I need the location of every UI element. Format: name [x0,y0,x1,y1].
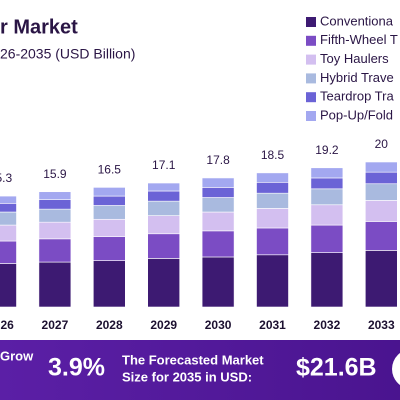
legend-swatch [306,92,316,103]
bar-segment [0,240,17,264]
bar-segment [147,233,180,259]
bar-segment [93,195,126,206]
x-tick-label: 2033 [368,318,395,332]
x-tick-label: 2027 [42,318,69,332]
bar-segment [93,187,126,197]
legend-swatch [306,54,316,65]
bar-segment [93,236,126,261]
legend: Conventiona Fifth-Wheel T Toy Haulers Hybri… [306,13,398,122]
bar-segment [256,182,289,194]
x-tick-label: 2032 [314,318,341,332]
bar-segment [310,188,344,206]
x-tick-label: 2031 [259,318,286,332]
bar-segment [310,177,344,190]
x-tick-label: 2026 [0,318,14,332]
bar-segment [93,218,126,237]
legend-label: Pop-Up/Fold [320,107,393,122]
total-label: 16.5 [98,163,122,177]
bar-segment [364,161,398,173]
bar-segment [310,204,344,226]
bar-segment [0,195,17,204]
bar-segment [201,256,235,308]
bar-segment [38,208,72,223]
bar-segment [256,254,289,308]
total-label: 17.1 [152,158,176,172]
total-label: 15.9 [43,167,67,181]
bar-segment [147,258,180,308]
bar-segment [256,227,289,256]
legend-swatch [306,73,316,84]
legend-label: Toy Haulers [320,51,389,66]
bar-segment [201,187,235,198]
bar-segment [364,200,398,222]
legend-label: Fifth-Wheel T [320,32,398,47]
total-label: 17.8 [206,153,230,167]
bar-segment [310,224,344,253]
forecast-label: Size for 2035 in USD: [122,369,252,384]
cagr-label: Grow [0,348,34,363]
total-label: 18.5 [261,148,285,162]
forecast-label: The Forecasted Market [122,352,264,367]
total-label: 19.2 [315,143,339,157]
cagr-value: 3.9% [48,354,105,382]
bar-segment [38,191,72,201]
bar-segment [201,177,235,188]
bar-segment [310,167,344,179]
banner: Grow 3.9% The Forecasted Market Size for… [0,340,400,400]
banner-background [0,340,400,400]
bar-segment [38,199,72,210]
bar-segment [0,224,17,242]
bar-segment [364,221,398,251]
bar-segment [310,252,344,308]
bar-segment [201,230,235,258]
total-label: 20 [375,137,389,151]
forecast-value: $21.6B [296,354,377,382]
total-label: 15.3 [0,171,13,185]
bar-segment [147,190,180,202]
bar-segment [201,197,235,213]
bar-segment [364,183,398,201]
legend-swatch [306,111,316,121]
x-tick-label: 2029 [150,318,177,332]
bar-segment [201,211,235,232]
bar-segment [147,215,180,235]
bar-segment [364,171,398,185]
bar-segment [256,208,289,229]
legend-label: Teardrop Tra [320,89,394,104]
chart-subtitle: 26-2035 (USD Billion) [0,46,135,62]
bar-segment [0,211,17,226]
x-tick-label: 2028 [96,318,123,332]
bar-segment [256,172,289,183]
plot-area: 15.3 2026 15.9 2027 16.5 2028 17.1 2029 17.8 2030… [0,137,398,332]
bar-segment [256,192,289,209]
chart-title: r Market [0,16,78,38]
legend-swatch [306,17,316,27]
legend-label: Hybrid Trave [320,70,394,85]
bar-segment [147,182,180,192]
banner-icon [392,353,400,385]
legend-label: Conventiona [320,13,394,28]
bar-segment [38,261,72,308]
bar-segment [93,260,126,308]
bar-segment [364,250,398,308]
bar-segment [0,263,17,308]
legend-swatch [306,35,316,46]
bar-segment [38,221,72,240]
bar-segment [0,203,17,213]
bar-segment [147,200,180,216]
bar-segment [38,238,72,263]
x-tick-label: 2030 [205,318,232,332]
bar-segment [93,205,126,220]
